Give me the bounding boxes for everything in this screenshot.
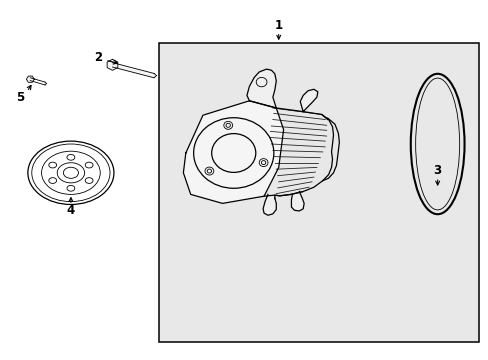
Text: 4: 4 — [67, 204, 75, 217]
Text: 2: 2 — [94, 51, 102, 64]
Polygon shape — [26, 76, 34, 82]
Polygon shape — [111, 63, 155, 78]
Text: 5: 5 — [17, 91, 24, 104]
Bar — [159, 43, 478, 342]
Polygon shape — [291, 192, 304, 211]
Polygon shape — [300, 89, 317, 112]
Polygon shape — [107, 59, 118, 70]
Polygon shape — [263, 194, 276, 215]
Text: 3: 3 — [433, 165, 441, 177]
Text: 1: 1 — [274, 19, 282, 32]
Polygon shape — [246, 69, 276, 108]
Polygon shape — [183, 101, 283, 203]
